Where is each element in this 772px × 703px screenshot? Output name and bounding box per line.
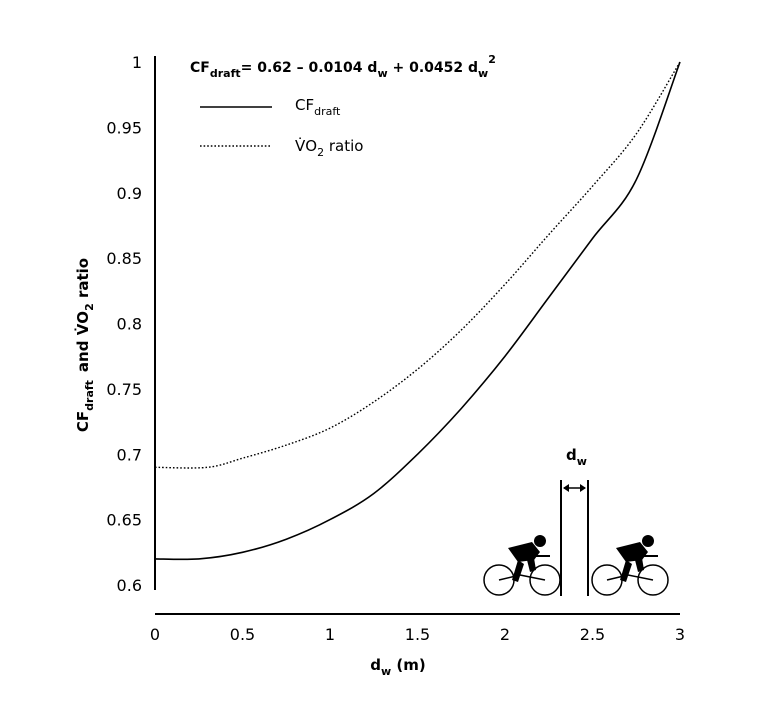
x-tick-label: 0.5	[230, 625, 255, 644]
y-tick-label: 0.95	[106, 118, 142, 137]
x-tick-label: 2.5	[580, 625, 605, 644]
x-tick-labels: 0 0.5 1 1.5 2 2.5 3	[150, 625, 685, 644]
front-cyclist-icon	[591, 535, 669, 596]
formula-annotation: CFdraft= 0.62 – 0.0104 dw + 0.0452 dw2	[190, 53, 496, 80]
x-tick-label: 2	[500, 625, 510, 644]
x-axis-label: dw (m)	[370, 656, 426, 678]
y-tick-label: 0.65	[106, 511, 142, 530]
x-tick-label: 1	[325, 625, 335, 644]
y-axis-label: CFdraftand V̇O2 ratio	[73, 258, 96, 432]
series-line-cf-draft	[154, 61, 681, 561]
legend: CFdraft V̇O2 ratio	[200, 96, 363, 159]
x-tick-label: 3	[675, 625, 685, 644]
y-tick-label: 0.6	[117, 576, 142, 595]
y-tick-label: 0.8	[117, 315, 142, 334]
legend-label-cf-draft: CFdraft	[295, 96, 341, 118]
inset-dw-label: dw	[566, 446, 587, 468]
y-tick-label: 0.9	[117, 184, 142, 203]
series-line-vo2-ratio	[154, 61, 681, 469]
y-tick-label: 0.7	[117, 445, 142, 464]
inset-arrowhead-left	[563, 484, 569, 492]
y-tick-label: 1	[132, 53, 142, 72]
cyclists-inset-illustration: dw	[483, 446, 669, 596]
y-tick-label: 0.75	[106, 380, 142, 399]
y-tick-label: 0.85	[106, 249, 142, 268]
x-tick-label: 0	[150, 625, 160, 644]
inset-arrowhead-right	[580, 484, 586, 492]
series-points	[154, 61, 681, 560]
rear-cyclist-icon	[483, 535, 561, 596]
x-tick-label: 1.5	[405, 625, 430, 644]
y-tick-labels: 0.6 0.65 0.7 0.75 0.8 0.85 0.9 0.95 1	[106, 53, 142, 595]
legend-label-vo2-ratio: V̇O2 ratio	[295, 136, 363, 159]
